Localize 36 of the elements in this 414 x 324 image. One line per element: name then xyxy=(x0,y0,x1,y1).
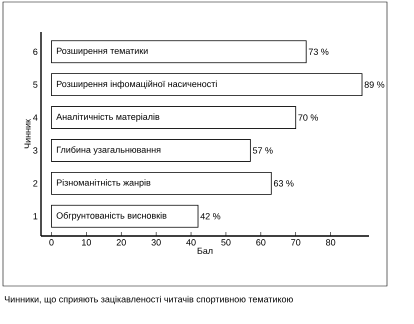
bar xyxy=(51,139,251,162)
bar xyxy=(51,40,307,64)
x-tick-label: 20 xyxy=(116,239,126,246)
data-label: 63 % xyxy=(274,180,294,187)
annotation: Глибина узагальнювання xyxy=(56,146,160,155)
x-tick-label: 60 xyxy=(256,239,266,246)
bar xyxy=(51,172,272,195)
data-label: 42 % xyxy=(200,213,220,220)
annotation: Аналітичність матеріалів xyxy=(56,113,160,122)
y-axis-title: Чинник xyxy=(24,119,31,148)
bar xyxy=(51,204,198,228)
annotation: Розширення тематики xyxy=(56,48,148,56)
x-tick-label: 70 xyxy=(291,239,300,246)
y-tick-label: 1 xyxy=(34,213,38,220)
y-tick-label: 6 xyxy=(33,48,38,55)
text: Чинники, що сприяють зацікавленості читачів спортивною тематикою xyxy=(4,296,293,304)
bar xyxy=(51,106,296,129)
x-tick-label: 10 xyxy=(82,239,91,246)
annotation: Різноманітність жанрів xyxy=(56,179,150,188)
x-tick-label: 50 xyxy=(221,239,231,246)
x-tick-label: 0 xyxy=(49,239,54,246)
data-label: 70 % xyxy=(298,114,318,121)
y-tick-label: 4 xyxy=(33,114,38,121)
bar xyxy=(51,73,362,96)
x-tick-label: 40 xyxy=(186,239,196,246)
y-tick-label: 5 xyxy=(33,82,38,88)
x-tick-label: 30 xyxy=(152,239,161,246)
data-label: 89 % xyxy=(364,81,384,88)
x-tick-label: 80 xyxy=(326,239,336,246)
data-label: 73 % xyxy=(308,48,328,55)
x-axis-title: Бал xyxy=(198,248,212,254)
data-label: 57 % xyxy=(252,147,273,154)
annotation: Розширення інфомаційної насиченості xyxy=(56,80,217,89)
annotation: Обгрунтованість висновків xyxy=(56,212,166,220)
y-tick-label: 3 xyxy=(33,147,38,154)
y-tick-label: 2 xyxy=(33,180,38,186)
